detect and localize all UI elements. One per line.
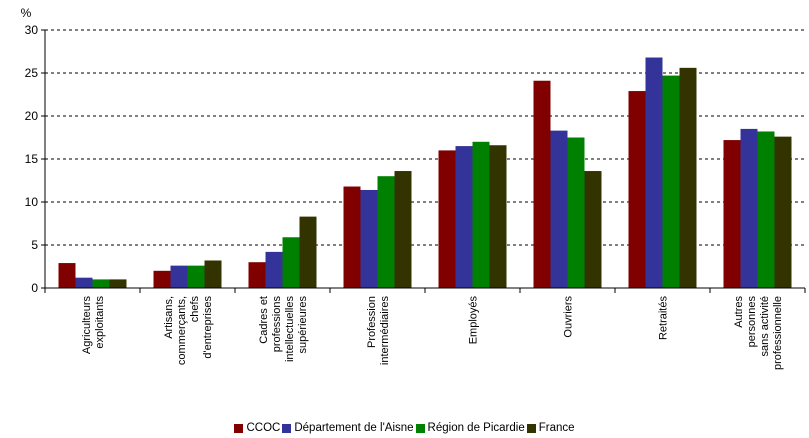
legend-label: CCOC xyxy=(246,422,281,434)
x-category-label: Ouvriers xyxy=(563,296,575,338)
bar xyxy=(75,277,93,288)
legend-item: Région de Picardie xyxy=(415,422,525,434)
y-tick-label: 15 xyxy=(25,152,39,166)
bar xyxy=(92,279,110,288)
legend-label: Département de l'Aisne xyxy=(294,422,414,434)
bar xyxy=(757,131,775,288)
bar xyxy=(550,130,568,288)
bar xyxy=(109,279,127,288)
y-tick-label: 5 xyxy=(31,238,38,252)
bars xyxy=(58,57,792,289)
legend-label: Région de Picardie xyxy=(427,422,525,434)
bar xyxy=(170,265,188,288)
x-category-label: Employés xyxy=(468,296,480,345)
bar xyxy=(187,265,205,288)
y-unit-label: % xyxy=(21,6,32,20)
bar xyxy=(567,137,585,288)
bar xyxy=(489,145,507,288)
bar xyxy=(723,140,741,288)
bar xyxy=(774,136,792,288)
bar xyxy=(265,251,283,288)
axis-labels: 0 5 10 15 20 25 30 Agriculteursexploitants Artis… xyxy=(25,23,784,370)
legend-label: France xyxy=(538,422,575,434)
bar xyxy=(282,237,300,288)
gridlines xyxy=(45,29,805,246)
legend-swatch xyxy=(526,423,536,433)
x-category-label: Artisans,commerçants,chefsd'entreprises xyxy=(163,296,214,366)
y-tick-label: 10 xyxy=(25,195,39,209)
bar xyxy=(662,75,680,288)
legend-item: CCOC xyxy=(234,422,280,434)
bar xyxy=(204,260,222,288)
legend-item: France xyxy=(526,422,575,434)
legend-swatch xyxy=(282,423,292,433)
x-category-label: Professionintermédiaires xyxy=(366,296,391,366)
x-category-label: Agriculteursexploitants xyxy=(81,296,106,355)
legend-swatch xyxy=(415,423,425,433)
x-category-label: Cadres etprofessionsintellectuellessupér… xyxy=(258,296,309,363)
x-category-label: Retraités xyxy=(658,296,670,341)
bar xyxy=(740,128,758,288)
bar xyxy=(394,171,412,288)
bar xyxy=(58,263,76,288)
bar xyxy=(343,186,361,288)
bar xyxy=(645,57,663,288)
legend: CCOC Département de l'Aisne Région de Pica… xyxy=(0,422,809,436)
bar xyxy=(360,189,378,288)
bar xyxy=(628,91,646,288)
bar xyxy=(248,262,266,288)
bar xyxy=(377,176,395,288)
bar xyxy=(455,146,473,288)
legend-swatch xyxy=(234,423,244,433)
bar xyxy=(679,67,697,288)
bar xyxy=(533,80,551,289)
bar xyxy=(299,216,317,288)
axes xyxy=(41,29,806,293)
bar xyxy=(153,270,171,288)
bar xyxy=(438,150,456,288)
bar xyxy=(472,141,490,288)
x-category-label: Autrespersonnessans activitéprofessionne… xyxy=(733,296,784,370)
y-tick-label: 30 xyxy=(25,23,39,37)
y-tick-label: 0 xyxy=(31,281,38,295)
legend-item: Département de l'Aisne xyxy=(282,422,414,434)
bar xyxy=(584,171,602,288)
y-tick-label: 20 xyxy=(25,109,39,123)
y-tick-label: 25 xyxy=(25,66,39,80)
